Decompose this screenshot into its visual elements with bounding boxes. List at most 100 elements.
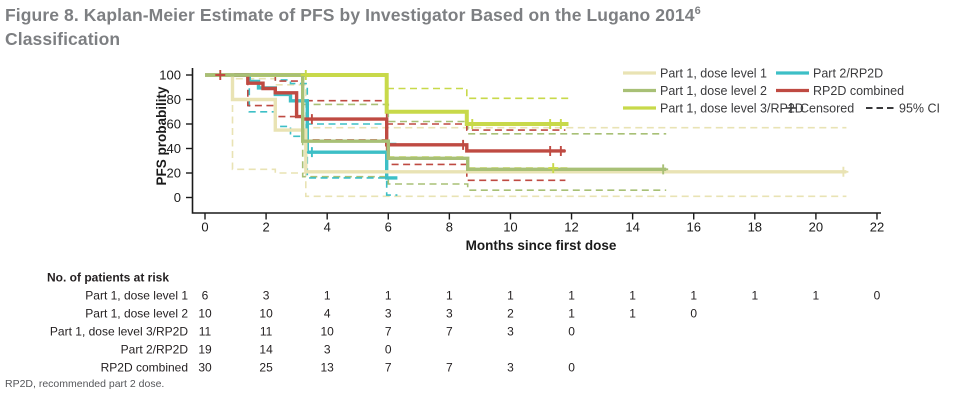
x-tick-label: 12	[564, 220, 578, 235]
risk-value: 13	[321, 361, 335, 375]
x-tick-label: 0	[201, 220, 208, 235]
series-part1-dose3-rp2d-censor-mark	[300, 70, 311, 80]
risk-value: 11	[260, 325, 273, 339]
risk-table-title: No. of patients at risk	[47, 271, 169, 285]
legend-label-part1-dose3-rp2d: Part 1, dose level 3/RP2D	[660, 101, 804, 115]
legend-censored-label: Censored	[800, 101, 854, 115]
risk-value: 0	[568, 361, 575, 375]
x-tick-label: 6	[385, 220, 392, 235]
x-tick-label: 4	[324, 220, 331, 235]
series-rp2d-combined-censor-mark	[458, 139, 469, 150]
axes-frame	[191, 68, 881, 214]
x-tick-label: 22	[870, 220, 884, 235]
x-axis-label: Months since first dose	[466, 238, 617, 253]
risk-value: 0	[874, 289, 881, 303]
risk-value: 10	[321, 325, 335, 339]
risk-value: 25	[259, 361, 273, 375]
y-tick-label: 40	[167, 141, 181, 156]
series-part1-dose1-line	[205, 73, 847, 174]
x-tick-label: 20	[809, 220, 823, 235]
risk-value: 7	[446, 361, 453, 375]
figure-title: Figure 8. Kaplan-Meier Estimate of PFS b…	[5, 4, 945, 51]
risk-value: 3	[263, 289, 270, 303]
series-part1-dose3-rp2d-censor-mark	[548, 163, 559, 174]
series-rp2d-combined-censor-mark	[306, 114, 317, 125]
risk-value: 7	[385, 361, 392, 375]
risk-value: 3	[507, 325, 514, 339]
x-tick-label: 2	[262, 220, 269, 235]
risk-value: 19	[198, 343, 212, 357]
risk-row-label: RP2D combined	[101, 361, 188, 375]
risk-value: 1	[813, 289, 820, 303]
x-tick-label: 10	[503, 220, 517, 235]
x-tick-label: 16	[686, 220, 700, 235]
risk-value: 2	[507, 307, 514, 321]
risk-value: 0	[385, 343, 392, 357]
risk-value: 4	[324, 307, 331, 321]
risk-value: 3	[385, 307, 392, 321]
risk-value: 1	[568, 307, 575, 321]
risk-value: 6	[202, 289, 209, 303]
risk-value: 1	[385, 289, 392, 303]
risk-value: 3	[507, 361, 514, 375]
risk-value: 14	[259, 343, 273, 357]
legend-label-rp2d-combined: RP2D combined	[813, 84, 904, 98]
y-tick-label: 80	[167, 92, 181, 107]
legend-censored-icon	[786, 103, 796, 113]
risk-value: 11	[199, 325, 212, 339]
risk-value: 0	[568, 325, 575, 339]
risk-value: 1	[629, 307, 636, 321]
risk-value: 3	[324, 343, 331, 357]
series-part1-dose1-censor-mark	[838, 166, 849, 177]
y-tick-label: 60	[167, 117, 181, 132]
risk-value: 3	[446, 307, 453, 321]
series-rp2d-combined-line	[205, 73, 566, 153]
risk-row-label: Part 2/RP2D	[121, 343, 189, 357]
y-tick-label: 0	[174, 190, 181, 205]
figure-title-superscript: 6	[694, 5, 701, 18]
series-part1-dose2-ci-lower	[205, 74, 667, 191]
y-axis-label: PFS probability	[154, 86, 169, 186]
figure-footnote: RP2D, recommended part 2 dose.	[5, 378, 165, 390]
risk-row-label: Part 1, dose level 2	[85, 307, 188, 321]
legend-label-part1-dose2: Part 1, dose level 2	[660, 84, 767, 98]
legend-label-part2-rp2d: Part 2/RP2D	[813, 66, 883, 80]
y-tick-label: 100	[159, 68, 181, 83]
risk-value: 10	[259, 307, 273, 321]
legend-label-part1-dose1: Part 1, dose level 1	[660, 66, 767, 80]
risk-value: 0	[690, 307, 697, 321]
risk-value: 1	[507, 289, 514, 303]
risk-value: 1	[629, 289, 636, 303]
risk-value: 7	[446, 325, 453, 339]
series-rp2d-combined-censor-mark	[215, 70, 226, 80]
series-part1-dose3-rp2d-censor-mark	[545, 119, 556, 129]
risk-row-label: Part 1, dose level 1	[85, 289, 188, 303]
legend-ci-label: 95% CI	[899, 101, 940, 115]
x-tick-label: 18	[748, 220, 762, 235]
series-part1-dose3-rp2d-censor-mark	[467, 119, 478, 129]
series-part1-dose3-rp2d-line	[205, 73, 569, 126]
series-part2-rp2d-censor-mark	[306, 147, 317, 158]
risk-value: 1	[324, 289, 331, 303]
figure-title-line2: Classification	[5, 28, 121, 49]
risk-value: 1	[446, 289, 453, 303]
y-tick-label: 20	[167, 166, 181, 181]
series-part1-dose3-rp2d-censor-mark	[555, 119, 566, 129]
series-rp2d-combined-censor-mark	[555, 145, 566, 156]
risk-value: 1	[690, 289, 697, 303]
series-part1-dose2-censor-mark	[658, 164, 669, 175]
series-part1-dose2-line	[205, 73, 667, 171]
x-tick-label: 14	[625, 220, 639, 235]
risk-value: 10	[198, 307, 212, 321]
risk-value: 30	[198, 361, 212, 375]
risk-value: 1	[568, 289, 575, 303]
risk-value: 7	[385, 325, 392, 339]
risk-value: 1	[751, 289, 758, 303]
x-tick-label: 8	[446, 220, 453, 235]
series-rp2d-combined-censor-mark	[545, 145, 556, 156]
figure-title-text: Figure 8. Kaplan-Meier Estimate of PFS b…	[5, 5, 695, 25]
risk-row-label: Part 1, dose level 3/RP2D	[50, 325, 188, 339]
series-part1-dose1-ci-lower	[205, 74, 847, 198]
